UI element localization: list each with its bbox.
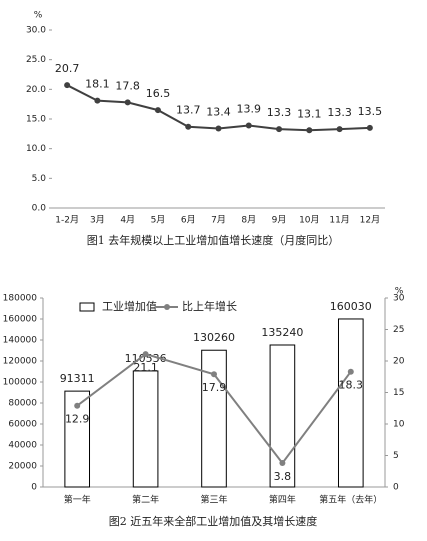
bar	[132, 370, 159, 488]
y-axis-label: %	[34, 11, 43, 21]
point-value-label: 13.3	[267, 106, 292, 119]
y-tick-label: 25.0	[26, 55, 46, 65]
y2-tick-label: 25	[393, 325, 404, 335]
legend-swatch	[79, 302, 95, 312]
point	[306, 127, 313, 134]
point-value-label: 13.1	[297, 107, 322, 120]
x-tick-label: 5月	[151, 215, 166, 226]
legend-label: 工业增加值	[102, 299, 157, 313]
x-tick-label: 第一年	[64, 494, 91, 506]
y2-tick-label: 0	[393, 483, 399, 493]
point-value-label: 3.8	[274, 470, 292, 483]
point-value-label: 18.1	[85, 78, 110, 91]
x-tick-label: 6月	[181, 215, 196, 226]
y2-axis-label: %	[395, 287, 404, 297]
legend-label: 比上年增长	[182, 299, 237, 313]
x-tick-label: 4月	[120, 215, 135, 226]
bar-value-label: 160030	[330, 300, 372, 313]
y-tick-label: 5.0	[32, 174, 47, 184]
y-tick-label: 100000	[3, 378, 38, 388]
y2-tick-label: 20	[393, 357, 405, 367]
x-tick-label: 第四年	[269, 494, 296, 506]
point	[64, 82, 71, 89]
bar-value-label: 91311	[60, 372, 95, 385]
point-value-label: 18.3	[339, 379, 364, 392]
point	[142, 351, 149, 358]
x-tick-label: 8月	[241, 215, 256, 226]
point-value-label: 17.8	[115, 79, 140, 92]
point	[245, 122, 252, 129]
point	[279, 460, 286, 467]
y2-tick-label: 15	[393, 388, 404, 398]
y-tick-label: 120000	[3, 357, 38, 367]
x-tick-label: 11月	[329, 215, 349, 226]
bar-value-label: 135240	[261, 326, 303, 339]
y-tick-label: 30.0	[26, 26, 46, 36]
point	[276, 126, 283, 133]
y-tick-label: 15.0	[26, 115, 46, 125]
x-tick-label: 10月	[299, 215, 319, 226]
y2-tick-label: 10	[393, 420, 405, 430]
point	[154, 107, 161, 114]
point	[336, 126, 343, 133]
x-tick-label: 第三年	[200, 494, 227, 506]
y-tick-label: 20.0	[26, 85, 46, 95]
point-value-label: 13.7	[176, 104, 201, 117]
point-value-label: 17.9	[202, 381, 227, 394]
legend-marker	[164, 304, 170, 310]
y-tick-label: 40000	[8, 441, 37, 451]
y-tick-label: 160000	[3, 315, 38, 325]
x-tick-label: 第五年（去年）	[319, 494, 382, 506]
x-tick-label: 9月	[272, 215, 287, 226]
y-tick-label: 80000	[8, 399, 37, 409]
y2-tick-label: 30	[393, 294, 405, 304]
x-tick-label: 3月	[90, 215, 105, 226]
point-value-label: 20.7	[55, 62, 80, 75]
point	[347, 368, 354, 375]
point-value-label: 12.9	[65, 413, 90, 426]
y2-tick-label: 5	[393, 451, 399, 461]
x-tick-label: 1-2月	[55, 215, 79, 226]
point	[366, 124, 373, 131]
x-tick-label: 7月	[211, 215, 226, 226]
y-tick-label: 60000	[8, 420, 37, 430]
chart-title: 图1 去年规模以上工业增加值增长速度（月度同比）	[87, 233, 340, 247]
y-tick-label: 20000	[8, 462, 37, 472]
y-tick-label: 140000	[3, 336, 38, 346]
point-value-label: 13.5	[358, 105, 383, 118]
bar	[337, 318, 364, 488]
point	[211, 371, 217, 378]
y-tick-label: 10.0	[26, 144, 46, 154]
point-value-label: 13.3	[327, 106, 352, 119]
x-tick-label: 第二年	[132, 494, 159, 506]
chart-title: 图2 近五年来全部工业增加值及其增长速度	[109, 514, 318, 528]
x-tick-label: 12月	[360, 215, 380, 226]
y-tick-label: 180000	[3, 294, 38, 304]
point	[185, 123, 192, 130]
point	[215, 125, 222, 132]
point-value-label: 21.1	[133, 361, 158, 374]
point	[124, 99, 131, 106]
point-value-label: 16.5	[146, 87, 171, 100]
y-tick-label: 0	[31, 483, 37, 493]
point	[74, 402, 81, 409]
point-value-label: 13.9	[237, 103, 262, 116]
bar-value-label: 130260	[193, 331, 235, 344]
y-tick-label: 0.0	[32, 204, 47, 214]
point	[94, 97, 101, 104]
point-value-label: 13.4	[206, 105, 231, 118]
